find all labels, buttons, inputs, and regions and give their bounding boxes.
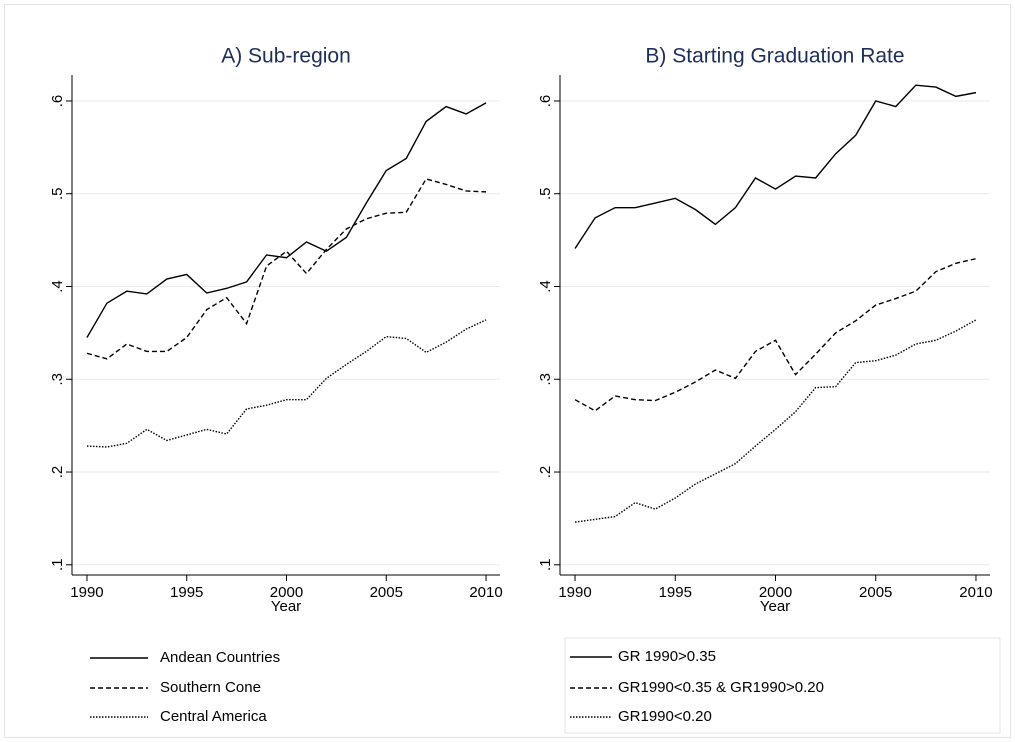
y-tick-label: .5: [537, 187, 554, 200]
y-tick-label: .1: [49, 559, 66, 572]
series-line: [574, 84, 977, 249]
x-tick-label: 1995: [170, 584, 203, 601]
legend-label: GR 1990>0.35: [618, 648, 716, 665]
x-tick-label: 2005: [370, 584, 403, 601]
x-tick-label: 1990: [558, 584, 591, 601]
y-tick-label: .4: [537, 280, 554, 293]
y-tick-label: .3: [49, 373, 66, 386]
legend-label: GR1990<0.20: [618, 708, 712, 725]
x-tick-label: 1990: [70, 584, 103, 601]
x-axis-label: Year: [271, 598, 301, 615]
legend-label: Andean Countries: [160, 649, 280, 666]
y-tick-label: .3: [537, 373, 554, 386]
x-tick-label: 2010: [469, 584, 502, 601]
series-line: [86, 178, 487, 360]
y-tick-label: .2: [537, 466, 554, 479]
x-tick-label: 2000: [759, 584, 792, 601]
y-tick-label: .4: [49, 280, 66, 293]
x-tick-label: 2010: [959, 584, 992, 601]
legend-label: GR1990<0.35 & GR1990>0.20: [618, 679, 824, 696]
y-tick-label: .1: [537, 559, 554, 572]
x-axis-label: Year: [760, 598, 790, 615]
y-tick-label: .6: [49, 95, 66, 108]
series-line: [86, 319, 487, 448]
x-tick-label: 2005: [859, 584, 892, 601]
legend-box: [564, 637, 1001, 734]
legend-label: Central America: [160, 708, 267, 725]
y-tick-label: .2: [49, 466, 66, 479]
y-tick-label: .5: [49, 187, 66, 200]
x-tick-label: 2000: [270, 584, 303, 601]
chart-title: A) Sub-region: [221, 45, 351, 68]
series-line: [574, 257, 977, 412]
figure-frame: [4, 4, 1011, 738]
x-tick-label: 1995: [659, 584, 692, 601]
chart-title: B) Starting Graduation Rate: [645, 45, 904, 68]
series-line: [574, 319, 977, 523]
legend-label: Southern Cone: [160, 679, 261, 696]
series-line: [86, 102, 487, 338]
y-tick-label: .6: [537, 95, 554, 108]
